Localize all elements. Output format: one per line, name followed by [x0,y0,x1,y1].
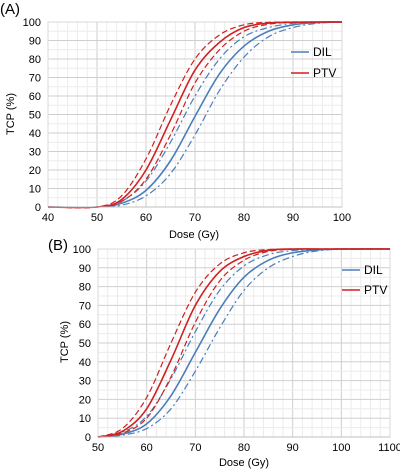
y-tick-label: 0 [85,432,91,444]
panel-b-label: (B) [48,237,68,254]
x-tick-label: 80 [238,442,250,454]
panel-b-chart: (B) 50 60 70 80 90 100 1100 0 10 20 30 40 50 60 70 80 9… [48,237,400,469]
y-tick-label: 80 [29,54,41,66]
y-tick-label: 30 [79,376,91,388]
panel-a-series [47,21,343,209]
x-tick-label: 100 [332,442,350,454]
series-line-ptv-dashed [47,21,342,209]
x-tick-label: 60 [141,442,153,454]
x-tick-label: 70 [189,212,201,224]
series-line-dil-dashdot [97,248,391,438]
panel-b-series [97,248,391,438]
x-tick-label: 100 [333,212,351,224]
series-line-dil-dashdot [97,248,391,438]
x-tick-label: 50 [92,442,104,454]
y-tick-label: 40 [29,128,41,140]
y-tick-label: 90 [79,263,91,275]
panel-b-legend: DIL PTV [342,263,387,297]
y-tick-label: 70 [79,300,91,312]
x-tick-label: 40 [42,212,54,224]
legend-ptv-label: PTV [364,283,387,297]
panel-a-label: (A) [0,1,20,18]
x-tick-label: 90 [287,442,299,454]
panel-a-grid [47,21,343,208]
y-tick-label: 100 [23,17,41,29]
y-tick-label: 20 [79,394,91,406]
y-tick-label: 50 [29,110,41,122]
y-tick-label: 10 [29,184,41,196]
series-line-ptv-dashed [47,21,343,209]
series-line-dil-solid [47,21,343,209]
x-tick-label: 60 [140,212,152,224]
x-tick-label: 50 [91,212,103,224]
y-tick-label: 20 [29,165,41,177]
legend-dil-label: DIL [313,45,332,59]
panel-b-x-ticks: 50 60 70 80 90 100 1100 [92,442,400,454]
y-tick-label: 50 [79,338,91,350]
legend-ptv-label: PTV [313,66,336,80]
x-tick-label: 90 [287,212,299,224]
panel-b-y-axis-label: TCP (%) [59,321,71,363]
x-tick-label: 1100 [378,442,400,454]
y-tick-label: 90 [29,36,41,48]
y-tick-label: 60 [79,319,91,331]
panel-b-y-ticks: 0 10 20 30 40 50 60 70 80 90 100 [73,244,91,444]
y-tick-label: 0 [35,202,41,214]
x-tick-label: 70 [189,442,201,454]
y-tick-label: 70 [29,73,41,85]
y-tick-label: 100 [73,244,91,256]
y-tick-label: 80 [79,282,91,294]
x-tick-label: 80 [238,212,250,224]
legend-dil-label: DIL [364,263,383,277]
panel-a-x-ticks: 40 50 60 70 80 90 100 [42,212,351,224]
series-line-dil-dashdot [47,21,343,209]
y-tick-label: 10 [79,413,91,425]
series-line-dil-dashdot [47,21,343,208]
panel-a-chart: (A) 40 50 60 70 80 90 100 0 10 20 30 40 50 60 70 80 90 1… [0,1,351,241]
panel-a-y-axis-label: TCP (%) [5,93,17,135]
series-line-ptv-dashed [97,248,390,438]
y-tick-label: 40 [79,357,91,369]
panel-a-x-axis-label: Dose (Gy) [169,229,219,241]
y-tick-label: 60 [29,91,41,103]
panel-a-legend: DIL PTV [291,45,336,80]
y-tick-label: 30 [29,147,41,159]
panel-a-y-ticks: 0 10 20 30 40 50 60 70 80 90 100 [23,17,41,214]
panel-b-x-axis-label: Dose (Gy) [219,457,269,469]
